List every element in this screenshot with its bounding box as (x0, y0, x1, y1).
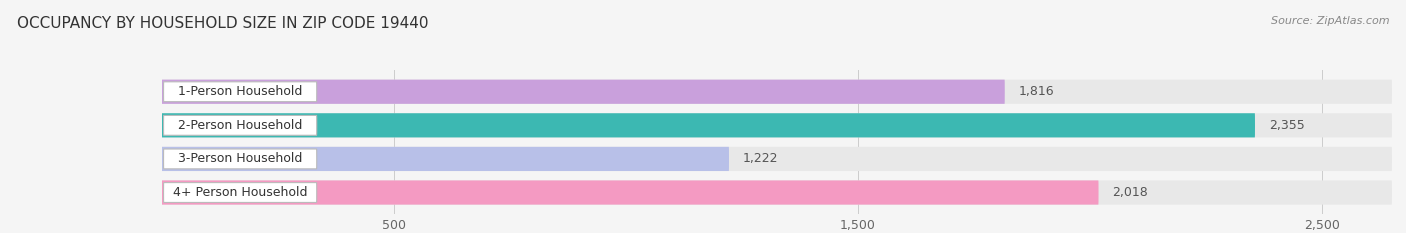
FancyBboxPatch shape (162, 147, 728, 171)
Text: 2-Person Household: 2-Person Household (179, 119, 302, 132)
Text: 2,355: 2,355 (1268, 119, 1305, 132)
FancyBboxPatch shape (162, 113, 1392, 137)
FancyBboxPatch shape (163, 183, 316, 202)
Text: OCCUPANCY BY HOUSEHOLD SIZE IN ZIP CODE 19440: OCCUPANCY BY HOUSEHOLD SIZE IN ZIP CODE … (17, 16, 429, 31)
FancyBboxPatch shape (162, 180, 1098, 205)
FancyBboxPatch shape (162, 147, 1392, 171)
Text: 1-Person Household: 1-Person Household (179, 85, 302, 98)
Text: Source: ZipAtlas.com: Source: ZipAtlas.com (1271, 16, 1389, 26)
Text: 4+ Person Household: 4+ Person Household (173, 186, 308, 199)
FancyBboxPatch shape (163, 82, 316, 102)
Text: 2,018: 2,018 (1112, 186, 1149, 199)
FancyBboxPatch shape (163, 115, 316, 135)
Text: 3-Person Household: 3-Person Household (179, 152, 302, 165)
FancyBboxPatch shape (163, 149, 316, 169)
Text: 1,222: 1,222 (742, 152, 779, 165)
FancyBboxPatch shape (162, 80, 1005, 104)
FancyBboxPatch shape (162, 80, 1392, 104)
Text: 1,816: 1,816 (1019, 85, 1054, 98)
FancyBboxPatch shape (162, 180, 1392, 205)
FancyBboxPatch shape (162, 113, 1256, 137)
